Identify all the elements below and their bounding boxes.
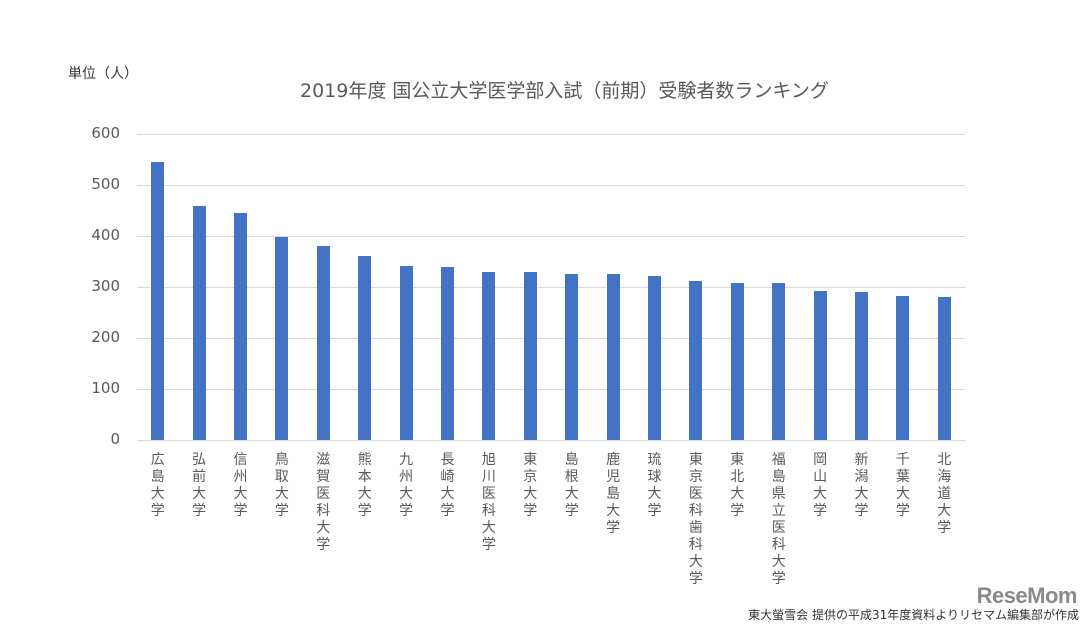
bar	[896, 295, 910, 440]
y-tick-label: 100	[91, 379, 120, 397]
bar	[399, 265, 413, 440]
bar	[813, 290, 827, 440]
x-tick-label: 琉球大学	[647, 452, 662, 519]
bar	[358, 256, 372, 440]
bar	[275, 237, 289, 440]
y-axis-unit-label: 単位（人）	[68, 66, 138, 82]
x-tick-label: 福島県立医科大学	[771, 452, 786, 587]
bar	[316, 246, 330, 440]
bar	[151, 161, 165, 440]
y-tick-label: 500	[91, 175, 120, 193]
gridline	[137, 338, 965, 339]
bar	[855, 291, 868, 440]
x-tick-label: 鹿児島大学	[606, 452, 621, 536]
x-tick-label: 熊本大学	[357, 452, 372, 519]
x-tick-label: 島根大学	[564, 452, 579, 519]
bar	[648, 275, 661, 440]
source-note: 東大螢雪会 提供の平成31年度資料よりリセマム編集部が作成	[748, 608, 1079, 622]
x-tick-label: 東京医科歯科大学	[688, 452, 703, 587]
bar	[441, 266, 454, 440]
x-tick-label: 滋賀医科大学	[316, 452, 331, 553]
gridline	[137, 389, 965, 390]
bar	[606, 273, 620, 440]
x-tick-label: 北海道大学	[937, 452, 952, 536]
plot-area	[137, 134, 965, 441]
chart-title: 2019年度 国公立大学医学部入試（前期）受験者数ランキング	[300, 80, 829, 102]
y-tick-label: 300	[91, 277, 120, 295]
gridline	[137, 440, 965, 441]
bar	[234, 213, 247, 440]
bar	[482, 271, 496, 440]
gridline	[137, 287, 965, 288]
x-tick-label: 新潟大学	[854, 452, 869, 519]
x-tick-label: 岡山大学	[813, 452, 828, 519]
bar	[565, 273, 579, 440]
y-tick-label: 400	[91, 226, 120, 244]
gridline	[137, 236, 965, 237]
gridline	[137, 185, 965, 186]
bar	[689, 281, 703, 440]
y-tick-label: 600	[91, 124, 120, 142]
x-tick-label: 東京大学	[523, 452, 538, 519]
x-tick-label: 九州大学	[399, 452, 414, 519]
bar	[523, 271, 537, 440]
x-tick-label: 信州大学	[233, 452, 248, 519]
y-tick-label: 200	[91, 328, 120, 346]
x-tick-label: 長崎大学	[440, 452, 455, 519]
bar	[730, 283, 744, 440]
x-tick-label: 旭川医科大学	[481, 452, 496, 553]
x-tick-label: 千葉大学	[895, 452, 910, 519]
x-tick-label: 広島大学	[150, 452, 165, 519]
x-tick-label: 東北大学	[730, 452, 745, 519]
gridline	[137, 134, 965, 135]
bar	[192, 205, 206, 440]
resemom-logo: ReseMom	[976, 583, 1078, 608]
x-tick-label: 弘前大学	[192, 452, 207, 519]
x-tick-label: 鳥取大学	[274, 452, 289, 519]
y-tick-label: 0	[110, 430, 120, 448]
bar	[772, 283, 786, 440]
bar	[937, 296, 951, 440]
